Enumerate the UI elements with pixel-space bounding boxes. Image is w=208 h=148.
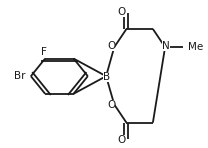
Text: O: O xyxy=(107,100,115,110)
Text: O: O xyxy=(117,135,125,145)
Text: Me: Me xyxy=(188,42,203,52)
Text: F: F xyxy=(41,47,46,57)
Text: O: O xyxy=(117,7,125,17)
Text: O: O xyxy=(107,41,115,51)
Text: N: N xyxy=(162,41,170,51)
Text: Br: Br xyxy=(14,71,25,81)
Text: B: B xyxy=(103,72,110,82)
